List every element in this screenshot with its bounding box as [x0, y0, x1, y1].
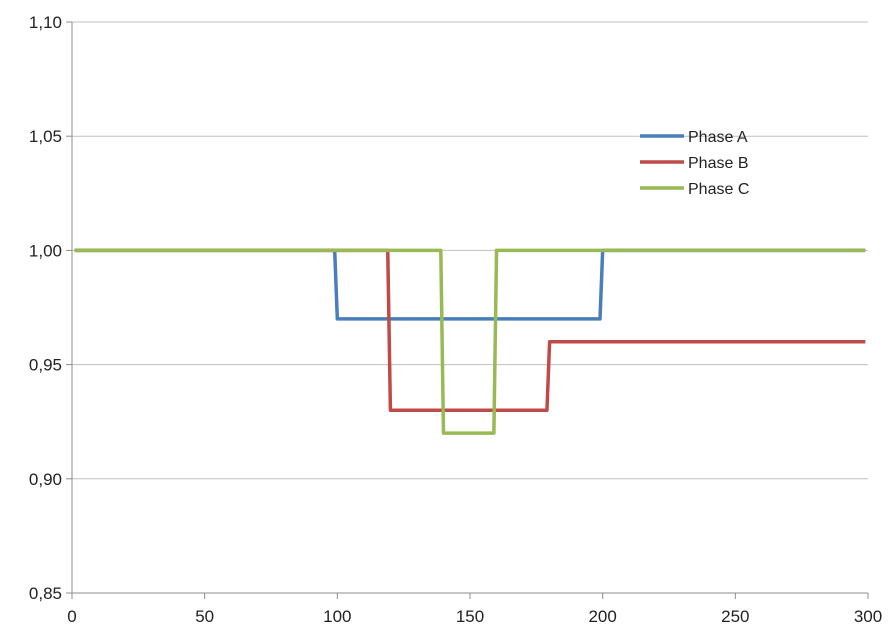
series-line-phase-c [74, 248, 866, 435]
y-tick-label: 1,10 [29, 13, 62, 32]
x-tick-label: 150 [456, 607, 484, 626]
legend-label-phase-b: Phase B [688, 155, 748, 172]
x-tick-label: 200 [588, 607, 616, 626]
series-lines [74, 248, 866, 435]
y-tick-label: 0,85 [29, 584, 62, 603]
gridlines [72, 21, 868, 594]
axes [66, 21, 869, 599]
y-tick-label: 1,00 [29, 241, 62, 260]
y-tick-label: 1,05 [29, 127, 62, 146]
legend: Phase A Phase B Phase C [640, 129, 749, 198]
y-tick-label: 0,95 [29, 356, 62, 375]
legend-label-phase-a: Phase A [688, 129, 748, 146]
legend-label-phase-c: Phase C [688, 181, 749, 198]
x-tick-label: 300 [854, 607, 882, 626]
x-tick-label: 100 [323, 607, 351, 626]
tick-labels: 0,85 0,90 0,95 1,00 1,05 1,10 0 50 100 150 200 250 3… [29, 13, 882, 626]
series-line-phase-a [74, 248, 866, 321]
x-tick-label: 250 [721, 607, 749, 626]
x-tick-label: 50 [195, 607, 214, 626]
series-line-phase-b [74, 248, 866, 413]
y-tick-label: 0,90 [29, 470, 62, 489]
x-tick-label: 0 [67, 607, 76, 626]
